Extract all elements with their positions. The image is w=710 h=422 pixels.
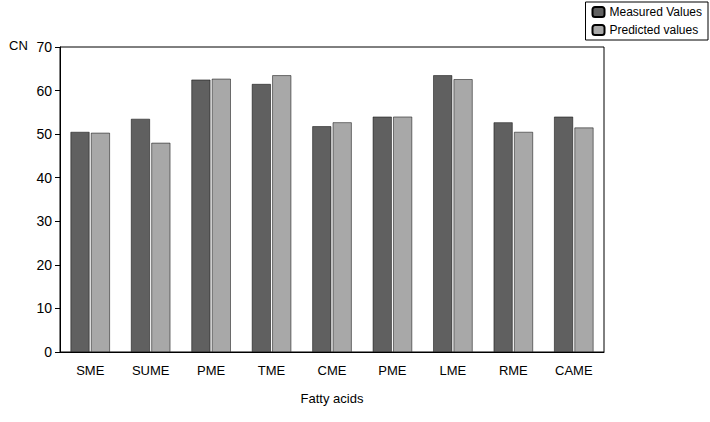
svg-text:CAME: CAME bbox=[555, 363, 593, 378]
svg-text:LME: LME bbox=[440, 363, 467, 378]
svg-text:Fatty acids: Fatty acids bbox=[301, 391, 364, 406]
svg-text:10: 10 bbox=[36, 300, 52, 316]
svg-text:SME: SME bbox=[76, 363, 105, 378]
svg-text:CN: CN bbox=[9, 38, 28, 53]
svg-text:60: 60 bbox=[36, 83, 52, 99]
svg-text:50: 50 bbox=[36, 126, 52, 142]
svg-text:CME: CME bbox=[318, 363, 347, 378]
svg-text:PME: PME bbox=[378, 363, 407, 378]
svg-text:30: 30 bbox=[36, 213, 52, 229]
svg-text:Predicted values: Predicted values bbox=[610, 23, 699, 37]
svg-text:RME: RME bbox=[499, 363, 528, 378]
svg-text:TME: TME bbox=[258, 363, 286, 378]
svg-text:70: 70 bbox=[36, 39, 52, 55]
svg-text:40: 40 bbox=[36, 170, 52, 186]
svg-text:Measured Values: Measured Values bbox=[610, 5, 703, 19]
svg-text:PME: PME bbox=[197, 363, 226, 378]
svg-text:SUME: SUME bbox=[132, 363, 170, 378]
svg-text:0: 0 bbox=[44, 344, 52, 360]
svg-text:20: 20 bbox=[36, 257, 52, 273]
